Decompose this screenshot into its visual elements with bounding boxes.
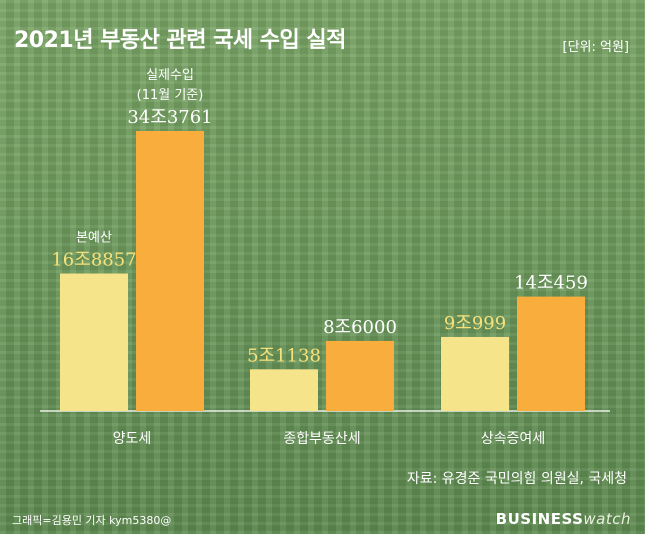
category-label: 종합부동산세 [283, 431, 360, 447]
bar-value-label: 9조999 [444, 313, 506, 334]
unit-label: [단위: 억원] [562, 40, 630, 55]
bar-actual-2 [517, 296, 585, 411]
bar-budget-1 [250, 369, 318, 411]
graphic-credit: 그래픽=김용민 기자 kym5380@ [12, 514, 172, 527]
bar-actual-0 [136, 131, 204, 411]
bar-budget-2 [441, 336, 509, 411]
bar-actual-1 [326, 340, 394, 411]
logo-business-text: BUSINESS [495, 510, 584, 528]
source-note: 자료: 유경준 국민의힘 의원실, 국세청 [406, 471, 627, 487]
chart-title: 2021년 부동산 관련 국세 수입 실적 [14, 28, 346, 53]
bar-value-label: 8조6000 [323, 317, 397, 338]
category-label: 상속증여세 [481, 431, 545, 447]
bar-value-label: 5조1138 [247, 345, 321, 366]
series-label-actual: 실제수입 [146, 68, 194, 83]
businesswatch-logo: BUSINESSwatch [496, 510, 631, 528]
series-label-budget: 본예산 [76, 230, 112, 245]
bar-budget-0 [60, 273, 128, 411]
bar-value-label: 34조3761 [127, 107, 212, 128]
category-label: 양도세 [113, 431, 152, 447]
logo-watch-text: watch [583, 510, 631, 528]
series-label-actual-note: (11월 기준) [137, 88, 204, 103]
bar-value-label: 16조8857 [51, 249, 136, 270]
bar-value-label: 14조459 [514, 273, 588, 294]
